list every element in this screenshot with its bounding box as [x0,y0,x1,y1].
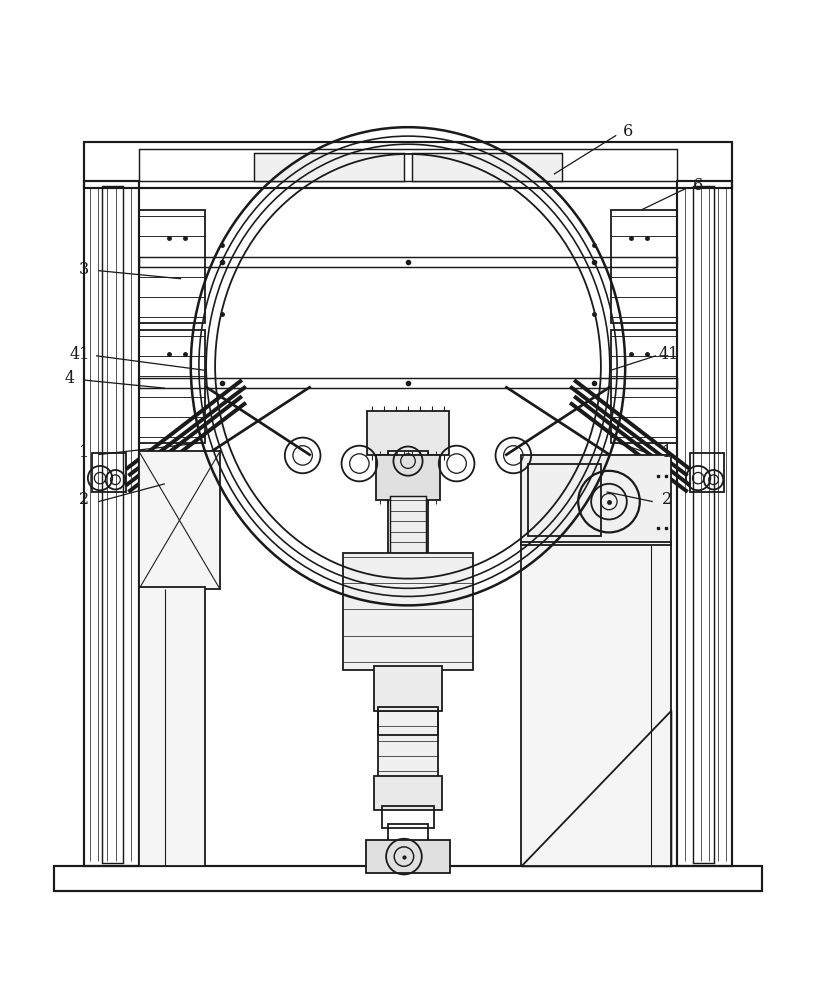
Bar [390,496,426,557]
Bar [139,587,206,866]
Bar [367,411,449,455]
Bar [344,553,472,670]
Text: 2: 2 [79,491,89,508]
Text: 2: 2 [663,491,672,508]
Bar [382,806,434,828]
Bar [375,455,441,500]
Bar [388,824,428,844]
Bar [374,776,442,810]
Bar [374,666,442,711]
Text: 41: 41 [659,346,679,363]
Bar [92,453,126,492]
Bar [521,455,672,545]
Text: 1: 1 [663,444,672,461]
Text: 4: 4 [64,370,74,387]
Bar [139,451,220,589]
Text: 1: 1 [78,444,89,461]
Bar [139,330,206,443]
Bar [610,330,677,443]
Bar [378,662,438,780]
Bar [610,210,677,323]
Bar [366,840,450,873]
Bar [690,453,724,492]
Text: 6: 6 [623,123,633,140]
Bar [677,181,732,866]
Bar [139,210,206,323]
Bar [378,707,438,735]
Bar [694,186,713,863]
Bar [254,153,404,181]
Bar [528,464,601,536]
Bar [139,149,677,181]
Bar [139,257,677,267]
Bar [103,186,122,863]
Bar [521,542,672,866]
Text: 3: 3 [78,261,89,278]
Bar [54,866,762,891]
Bar [84,181,139,866]
Bar [388,451,428,666]
Text: 6: 6 [693,177,703,194]
Text: 41: 41 [69,346,90,363]
Bar [84,142,732,188]
Bar [412,153,562,181]
Bar [139,378,677,388]
